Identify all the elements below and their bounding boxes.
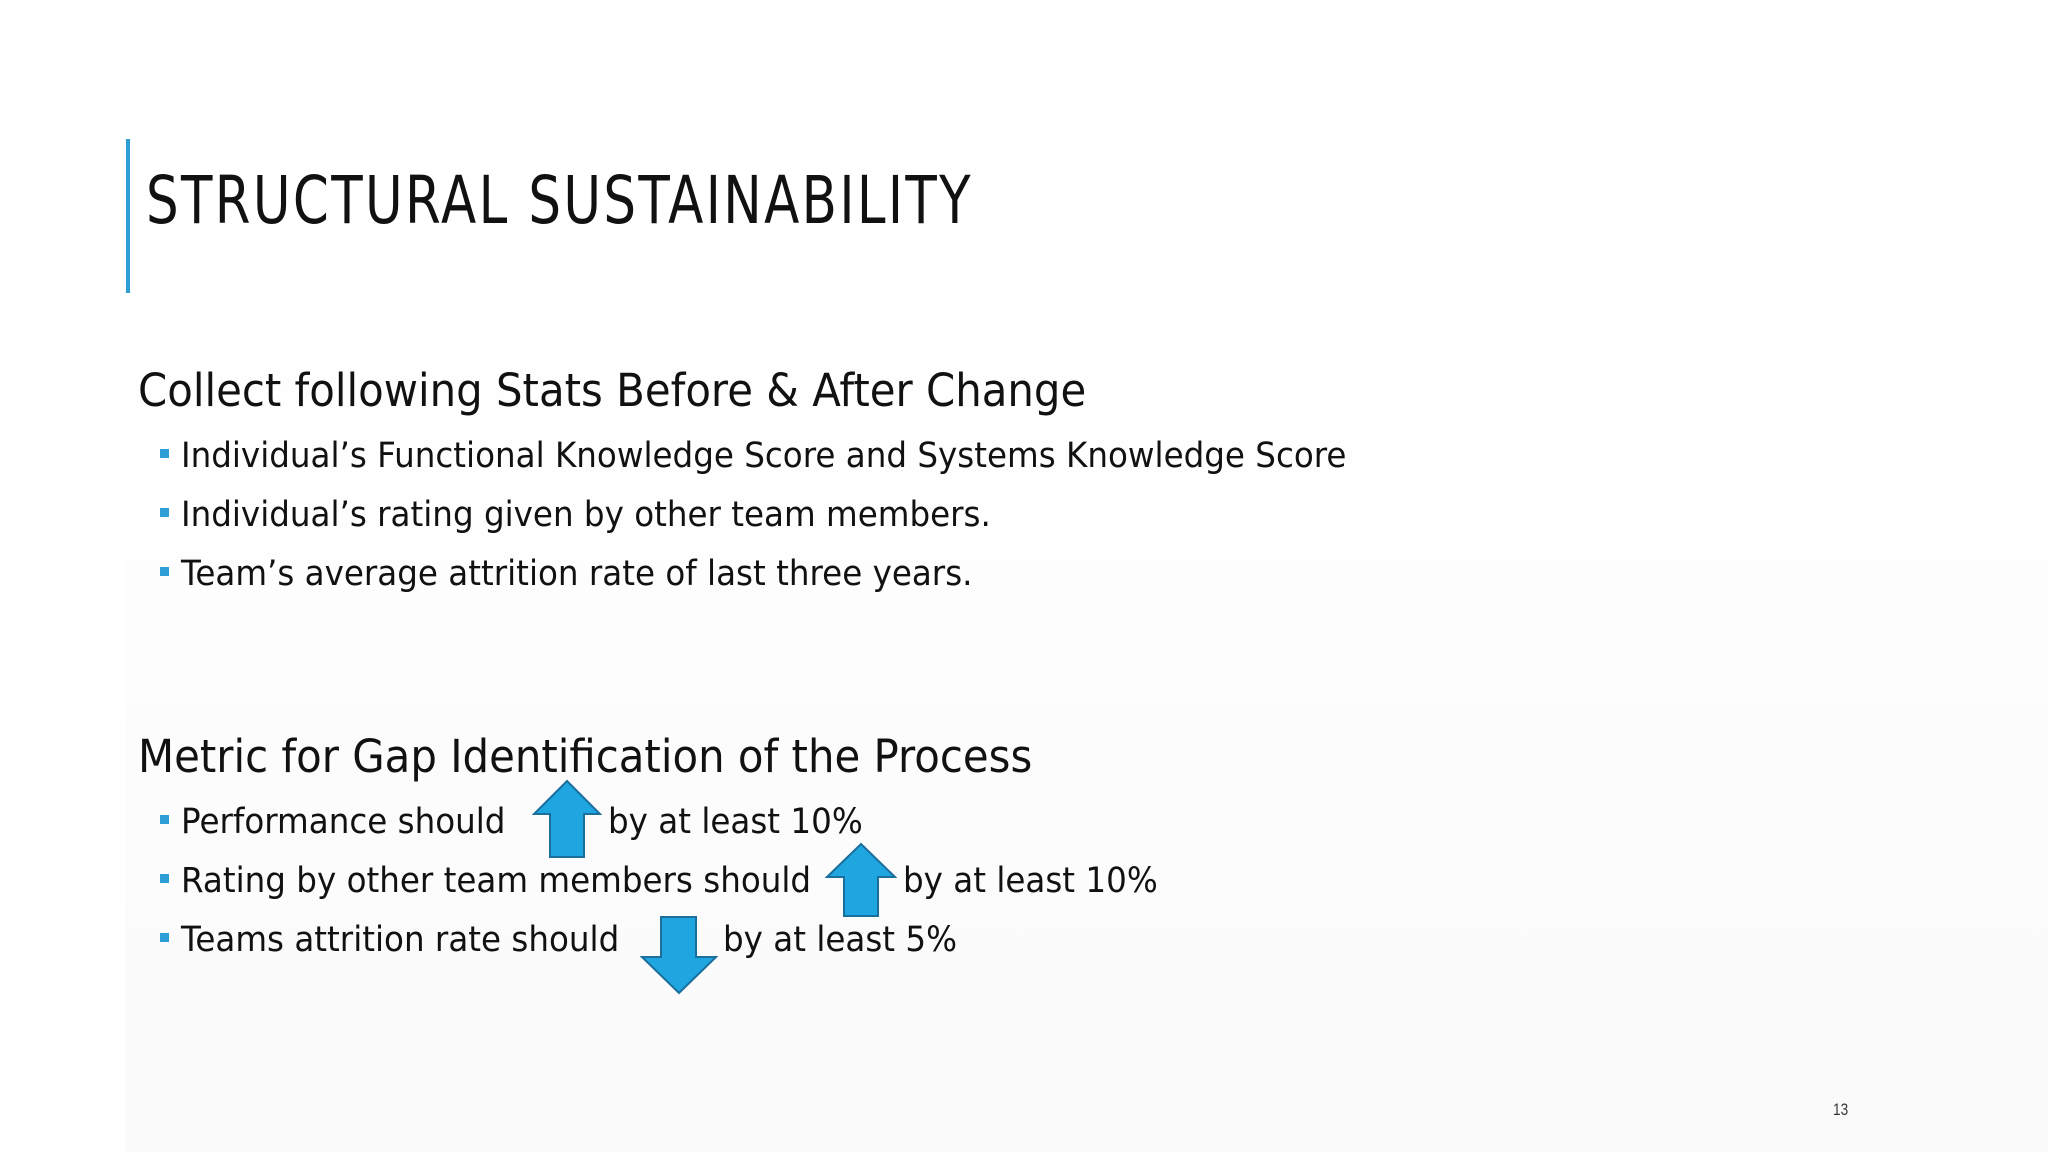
square-bullet-icon [160,508,169,517]
square-bullet-icon [160,567,169,576]
up-arrow-icon [532,779,602,858]
metric-section-heading: Metric for Gap Identification of the Pro… [138,730,1033,783]
bullet-text-tail: by at least 10% [903,861,1158,901]
bullet-text-lead: Teams attrition rate should [181,920,620,960]
down-arrow-icon [640,916,718,995]
bullet-text: Individual’s Functional Knowledge Score … [181,436,1347,476]
stats-section-heading: Collect following Stats Before & After C… [138,364,1087,417]
bullet-text-lead: Rating by other team members should [181,861,812,901]
square-bullet-icon [160,874,169,883]
title-accent-bar [126,139,130,293]
bullet-text: Individual’s rating given by other team … [181,495,991,535]
slide-title: STRUCTURAL SUSTAINABILITY [146,162,973,239]
bullet-text: Team’s average attrition rate of last th… [181,554,973,594]
square-bullet-icon [160,449,169,458]
content-area-background [125,300,2048,1152]
bullet-text-tail: by at least 5% [723,920,958,960]
bullet-text-lead: Performance should [181,802,506,842]
square-bullet-icon [160,815,169,824]
slide-number: 13 [1833,1100,1849,1119]
up-arrow-icon [825,842,897,917]
square-bullet-icon [160,933,169,942]
bullet-text-tail: by at least 10% [608,802,863,842]
